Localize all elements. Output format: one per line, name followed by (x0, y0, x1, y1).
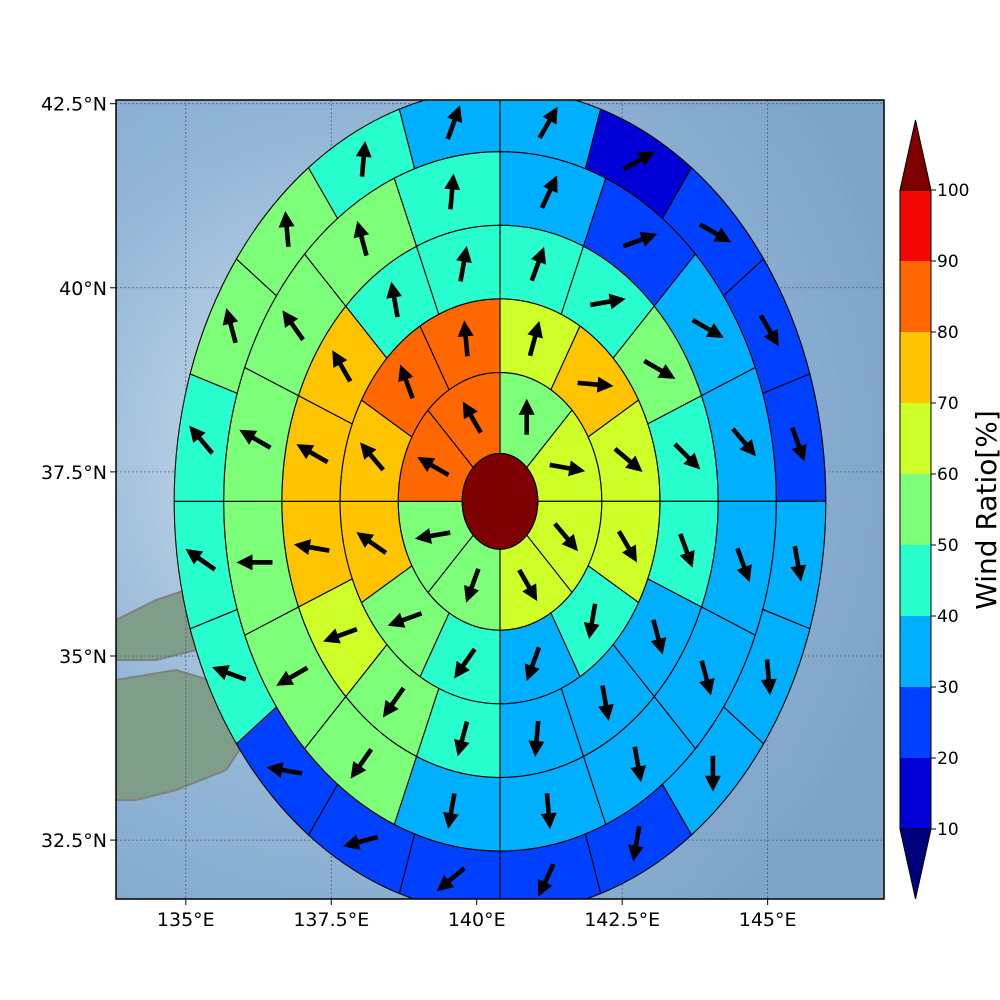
colorbar-tick-label: 20 (937, 749, 959, 769)
colorbar-segment (900, 190, 931, 261)
colorbar-tick-label: 50 (937, 536, 959, 556)
x-tick-label: 140°E (448, 909, 506, 931)
colorbar-tick-label: 70 (937, 394, 959, 414)
colorbar-tick-label: 100 (937, 181, 969, 201)
y-tick-label: 40°N (59, 278, 107, 300)
colorbar-segment (900, 758, 931, 829)
colorbar-tick-label: 90 (937, 252, 959, 272)
colorbar-tick-label: 80 (937, 323, 959, 343)
colorbar-segment (900, 403, 931, 474)
y-tick-label: 37.5°N (41, 462, 107, 484)
x-tick-label: 135°E (157, 909, 215, 931)
colorbar-segment (900, 474, 931, 545)
colorbar-segment (900, 687, 931, 758)
colorbar-segment (900, 616, 931, 687)
colorbar-extend-max (899, 119, 932, 191)
y-tick-label: 35°N (59, 646, 107, 668)
colorbar-segment (900, 332, 931, 403)
x-axis-ticks: 135°E 137.5°E 140°E 142.5°E 145°E (157, 899, 797, 931)
y-tick-label: 32.5°N (41, 830, 107, 852)
colorbar-segment (900, 545, 931, 616)
colorbar-tick-label: 30 (937, 678, 959, 698)
colorbar: 10 20 30 40 50 60 70 80 90 100 (899, 119, 969, 900)
x-tick-label: 142.5°E (584, 909, 660, 931)
colorbar-label: Wind Ratio[%] (970, 410, 1000, 610)
colorbar-extend-min (899, 828, 932, 900)
y-tick-label: 42.5°N (41, 94, 107, 116)
map-border (115, 99, 885, 900)
colorbar-outline (899, 189, 932, 830)
colorbar-tick-label: 60 (937, 465, 959, 485)
x-tick-label: 145°E (739, 909, 797, 931)
colorbar-tick-label: 10 (937, 820, 959, 840)
y-axis-ticks: 32.5°N 35°N 37.5°N 40°N 42.5°N (41, 94, 116, 852)
colorbar-tick-label: 40 (937, 607, 959, 627)
colorbar-segment (900, 261, 931, 332)
x-tick-label: 137.5°E (293, 909, 369, 931)
